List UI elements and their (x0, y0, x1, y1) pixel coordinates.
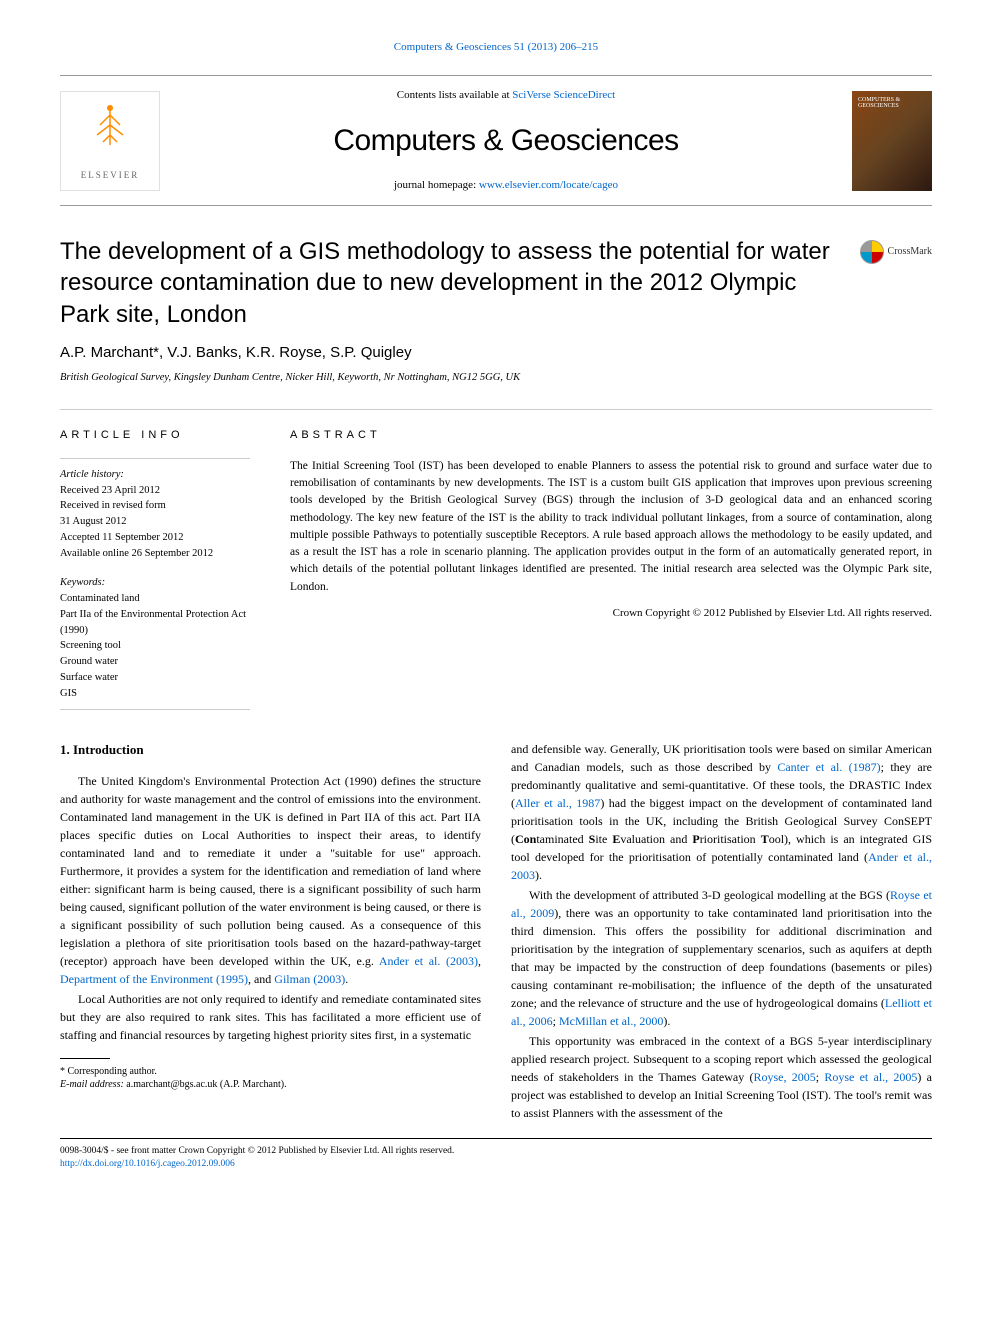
online-date: Available online 26 September 2012 (60, 546, 250, 562)
abstract-label: ABSTRACT (290, 428, 932, 443)
received-date: Received 23 April 2012 (60, 483, 250, 499)
contents-prefix: Contents lists available at (397, 89, 512, 101)
abstract-column: ABSTRACT The Initial Screening Tool (IST… (290, 428, 932, 710)
citation-link[interactable]: Canter et al. (1987) (777, 760, 880, 774)
citation-link[interactable]: Department of the Environment (1995) (60, 972, 248, 986)
top-citation-link[interactable]: Computers & Geosciences 51 (2013) 206–21… (394, 41, 598, 53)
info-abstract-row: ARTICLE INFO Article history: Received 2… (60, 409, 932, 710)
homepage-prefix: journal homepage: (394, 179, 479, 191)
journal-cover-thumbnail: COMPUTERS & GEOSCIENCES (852, 91, 932, 191)
body-paragraph: This opportunity was embraced in the con… (511, 1032, 932, 1122)
revised-date: 31 August 2012 (60, 514, 250, 530)
keyword: Screening tool (60, 638, 250, 654)
cover-title: COMPUTERS & GEOSCIENCES (858, 97, 926, 109)
footnote-marker: * Corresponding author. (60, 1065, 481, 1078)
footnote-rule (60, 1058, 110, 1059)
body-columns: 1. Introduction The United Kingdom's Env… (60, 740, 932, 1124)
corresponding-author-footnote: * Corresponding author. E-mail address: … (60, 1065, 481, 1091)
email-label: E-mail address: (60, 1079, 124, 1090)
keyword: Surface water (60, 670, 250, 686)
homepage-link[interactable]: www.elsevier.com/locate/cageo (479, 179, 618, 191)
keyword: Ground water (60, 654, 250, 670)
revised-label: Received in revised form (60, 498, 250, 514)
journal-name: Computers & Geosciences (160, 120, 852, 162)
article-title: The development of a GIS methodology to … (60, 236, 840, 330)
citation-link[interactable]: Gilman (2003) (274, 972, 345, 986)
keywords-label: Keywords: (60, 575, 250, 591)
homepage-line: journal homepage: www.elsevier.com/locat… (160, 178, 852, 193)
publisher-name: ELSEVIER (81, 169, 140, 182)
citation-link[interactable]: Royse, 2005 (753, 1070, 815, 1084)
footer-copyright: 0098-3004/$ - see front matter Crown Cop… (60, 1145, 454, 1157)
sciencedirect-link[interactable]: SciVerse ScienceDirect (512, 89, 615, 101)
citation-link[interactable]: Royse et al., 2005 (824, 1070, 917, 1084)
crossmark-icon (860, 240, 884, 264)
citation-link[interactable]: Ander et al. (2003) (379, 954, 478, 968)
top-citation: Computers & Geosciences 51 (2013) 206–21… (60, 40, 932, 55)
article-history: Article history: Received 23 April 2012 … (60, 458, 250, 562)
crossmark-badge[interactable]: CrossMark (860, 240, 932, 264)
title-row: The development of a GIS methodology to … (60, 236, 932, 330)
masthead: ELSEVIER Contents lists available at Sci… (60, 75, 932, 206)
citation-link[interactable]: Aller et al., 1987 (515, 796, 600, 810)
author-email: a.marchant@bgs.ac.uk (A.P. Marchant). (124, 1079, 287, 1090)
affiliation: British Geological Survey, Kingsley Dunh… (60, 371, 932, 386)
elsevier-tree-icon (85, 100, 135, 165)
article-info-column: ARTICLE INFO Article history: Received 2… (60, 428, 250, 710)
keyword: GIS (60, 686, 250, 702)
citation-link[interactable]: McMillan et al., 2000 (559, 1014, 663, 1028)
body-paragraph: With the development of attributed 3-D g… (511, 886, 932, 1030)
keywords-block: Keywords: Contaminated land Part IIa of … (60, 575, 250, 710)
body-paragraph: The United Kingdom's Environmental Prote… (60, 772, 481, 988)
elsevier-logo: ELSEVIER (60, 91, 160, 191)
doi-link[interactable]: http://dx.doi.org/10.1016/j.cageo.2012.0… (60, 1159, 235, 1169)
masthead-center: Contents lists available at SciVerse Sci… (160, 88, 852, 193)
authors: A.P. Marchant*, V.J. Banks, K.R. Royse, … (60, 342, 932, 363)
abstract-text: The Initial Screening Tool (IST) has bee… (290, 458, 932, 596)
accepted-date: Accepted 11 September 2012 (60, 530, 250, 546)
article-info-label: ARTICLE INFO (60, 428, 250, 443)
body-paragraph: and defensible way. Generally, UK priori… (511, 740, 932, 884)
contents-line: Contents lists available at SciVerse Sci… (160, 88, 852, 103)
history-label: Article history: (60, 467, 250, 483)
body-paragraph: Local Authorities are not only required … (60, 990, 481, 1044)
crossmark-label: CrossMark (888, 245, 932, 259)
section-heading: 1. Introduction (60, 740, 481, 760)
abstract-copyright: Crown Copyright © 2012 Published by Else… (290, 606, 932, 621)
keyword: Contaminated land (60, 591, 250, 607)
keyword: Part IIa of the Environmental Protection… (60, 607, 250, 639)
page-footer: 0098-3004/$ - see front matter Crown Cop… (60, 1145, 932, 1170)
footer-rule (60, 1138, 932, 1139)
